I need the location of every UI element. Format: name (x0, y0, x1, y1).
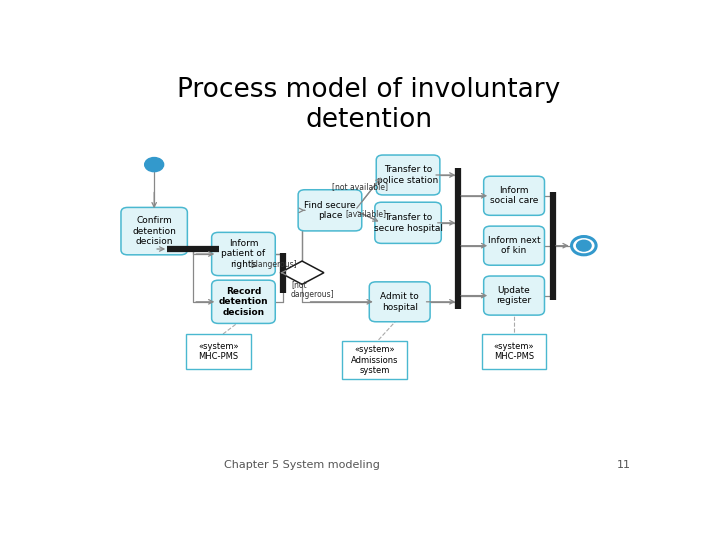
Text: Process model of involuntary
detention: Process model of involuntary detention (177, 77, 561, 133)
Text: Find secure
place: Find secure place (304, 201, 356, 220)
Text: Admit to
hospital: Admit to hospital (380, 292, 419, 312)
FancyBboxPatch shape (375, 202, 441, 244)
FancyBboxPatch shape (369, 282, 430, 322)
Text: [not
dangerous]: [not dangerous] (291, 280, 335, 300)
Circle shape (145, 158, 163, 172)
Text: «system»
Admissions
system: «system» Admissions system (351, 345, 398, 375)
FancyBboxPatch shape (121, 207, 187, 255)
FancyBboxPatch shape (482, 334, 546, 369)
Text: Update
register: Update register (497, 286, 531, 305)
Text: Record
detention
decision: Record detention decision (219, 287, 269, 316)
Text: [dangerous]: [dangerous] (251, 260, 297, 269)
Text: Transfer to
secure hospital: Transfer to secure hospital (374, 213, 443, 233)
Text: Inform next
of kin: Inform next of kin (487, 236, 541, 255)
Text: [available]: [available] (346, 209, 387, 218)
FancyBboxPatch shape (298, 190, 361, 231)
Polygon shape (280, 261, 324, 285)
Text: Inform
social care: Inform social care (490, 186, 539, 206)
FancyBboxPatch shape (484, 176, 544, 215)
Text: «system»
MHC-PMS: «system» MHC-PMS (494, 342, 534, 361)
Text: Inform
patient of
rights: Inform patient of rights (221, 239, 266, 269)
FancyBboxPatch shape (484, 276, 544, 315)
FancyBboxPatch shape (186, 334, 251, 369)
Text: «system»
MHC-PMS: «system» MHC-PMS (198, 342, 238, 361)
FancyBboxPatch shape (212, 232, 275, 275)
FancyBboxPatch shape (212, 280, 275, 323)
FancyBboxPatch shape (377, 155, 440, 195)
Circle shape (572, 237, 596, 255)
Text: [not available]: [not available] (331, 182, 387, 191)
Text: Transfer to
police station: Transfer to police station (377, 165, 438, 185)
Circle shape (577, 240, 591, 251)
Text: Confirm
detention
decision: Confirm detention decision (132, 216, 176, 246)
FancyBboxPatch shape (484, 226, 544, 265)
Text: 11: 11 (617, 460, 631, 470)
FancyBboxPatch shape (342, 341, 407, 379)
Text: Chapter 5 System modeling: Chapter 5 System modeling (224, 460, 380, 470)
